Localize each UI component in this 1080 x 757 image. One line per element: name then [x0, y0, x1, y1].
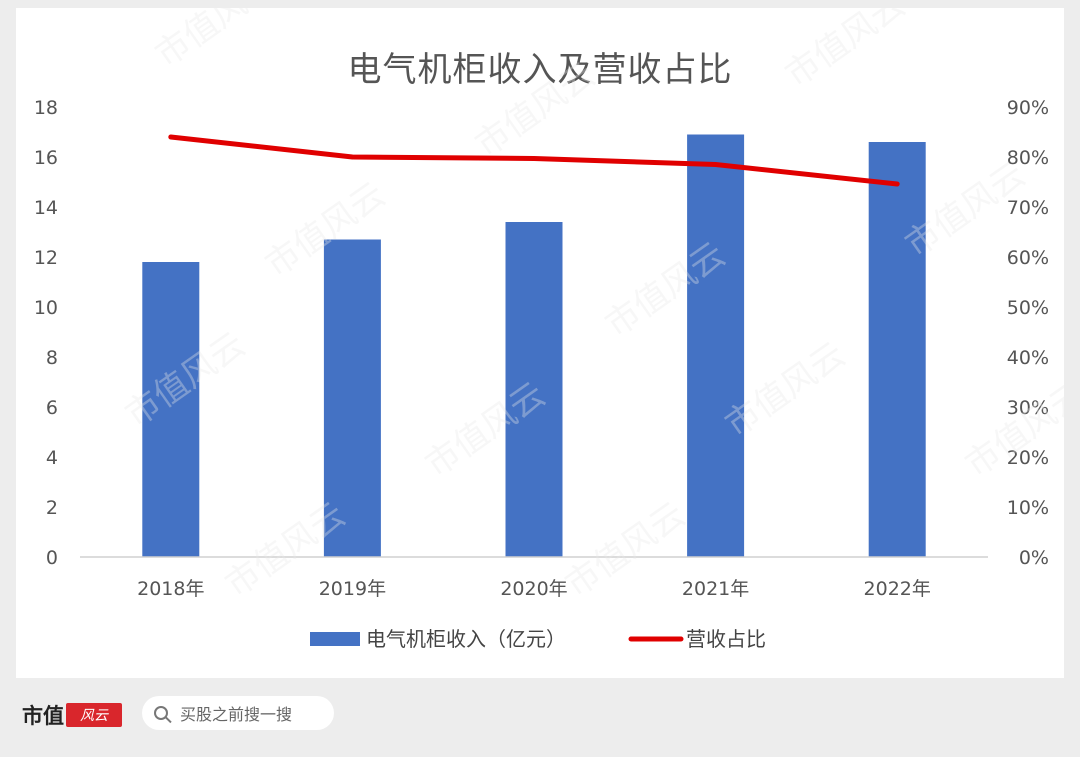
watermark-text: 市值风云 — [558, 495, 692, 606]
bar-2 — [505, 222, 563, 557]
x-tick-label: 2022年 — [864, 578, 931, 600]
y-right-tick-label: 0% — [1019, 547, 1049, 569]
watermark-text: 市值风云 — [148, 8, 282, 75]
brand-name: 市值 — [22, 703, 64, 728]
y-left-tick-label: 18 — [34, 97, 58, 119]
watermark-text: 市值风云 — [778, 8, 912, 95]
search-box[interactable]: 买股之前搜一搜 — [142, 696, 334, 730]
y-right-tick-label: 50% — [1007, 297, 1049, 319]
y-left-tick-label: 6 — [46, 397, 58, 419]
y-left-tick-label: 14 — [34, 197, 58, 219]
chart-title: 电气机柜收入及营收占比 — [347, 50, 733, 90]
y-right-tick-label: 20% — [1007, 447, 1049, 469]
x-tick-label: 2021年 — [682, 578, 749, 600]
legend-label-line: 营收占比 — [686, 627, 766, 651]
y-right-tick-label: 60% — [1007, 247, 1049, 269]
brand-logo: 市值 风云 — [22, 700, 122, 730]
search-prompt: 买股之前搜一搜 — [180, 705, 293, 724]
y-right-tick-label: 80% — [1007, 147, 1049, 169]
y-right-tick-label: 10% — [1007, 497, 1049, 519]
y-left-tick-label: 10 — [34, 297, 58, 319]
combo-chart: 0 2 4 6 8 10 12 14 16 18 0% 10% 20% 30% 40% 50% 60% 70% 80… — [34, 8, 1064, 651]
y-left-tick-label: 2 — [46, 497, 58, 519]
x-tick-label: 2018年 — [137, 578, 204, 600]
search-icon — [154, 706, 168, 720]
y-left-tick-label: 12 — [34, 247, 58, 269]
bar-0 — [142, 262, 200, 557]
y-right-tick-label: 70% — [1007, 197, 1049, 219]
watermark-text: 市值风云 — [468, 55, 602, 166]
y-left-tick-label: 4 — [46, 447, 58, 469]
y-left-tick-label: 16 — [34, 147, 58, 169]
y-right-tick-label: 30% — [1007, 397, 1049, 419]
x-tick-label: 2020年 — [500, 578, 567, 600]
legend-swatch-bar — [310, 632, 360, 646]
bar-3 — [687, 134, 745, 557]
brand-seal: 风云 — [66, 703, 122, 727]
y-right-tick-label: 40% — [1007, 347, 1049, 369]
chart-card: 电气机柜收入及营收占比 0 2 4 6 8 10 12 14 16 18 0% 10% 20% 30% 40… — [16, 8, 1064, 678]
y-left-tick-label: 0 — [46, 547, 58, 569]
x-tick-label: 2019年 — [319, 578, 386, 600]
bar-4 — [868, 142, 926, 557]
y-left-tick-label: 8 — [46, 347, 58, 369]
bar-1 — [323, 239, 381, 557]
legend-label-bar: 电气机柜收入（亿元） — [366, 627, 566, 651]
y-right-tick-label: 90% — [1007, 97, 1049, 119]
line-series — [168, 134, 900, 187]
